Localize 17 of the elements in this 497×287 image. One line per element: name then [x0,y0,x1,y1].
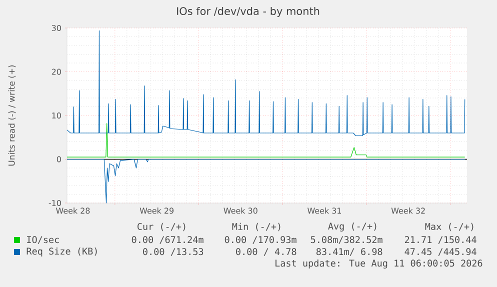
legend-label: Req Size (KB) [26,248,97,256]
text: 0.00 /671.24m [132,236,204,244]
text: 47.45 /445.94 [404,248,476,256]
text: 0.00 /170.93m [224,236,296,244]
chart-title: IOs for /dev/vda - by month [177,6,320,18]
text: 83.41m/ 6.98 [316,248,382,256]
text: Min (-/+) [232,222,280,232]
y-axis-title: Units read (-) / write (+) [8,65,16,166]
text: Avg (-/+) [328,222,376,232]
text: Max (-/+) [425,222,474,232]
text: 0.00 /13.53 [143,248,204,256]
text: 0.00 / 4.78 [236,248,296,256]
text: 21.71 /150.44 [404,236,476,244]
text: Last update: Tue Aug 11 06:00:05 2026 [276,259,482,269]
text: Cur (-/+) [138,222,186,232]
text: 5.08m/382.52m [310,236,382,244]
legend-label: IO/sec [27,236,59,244]
